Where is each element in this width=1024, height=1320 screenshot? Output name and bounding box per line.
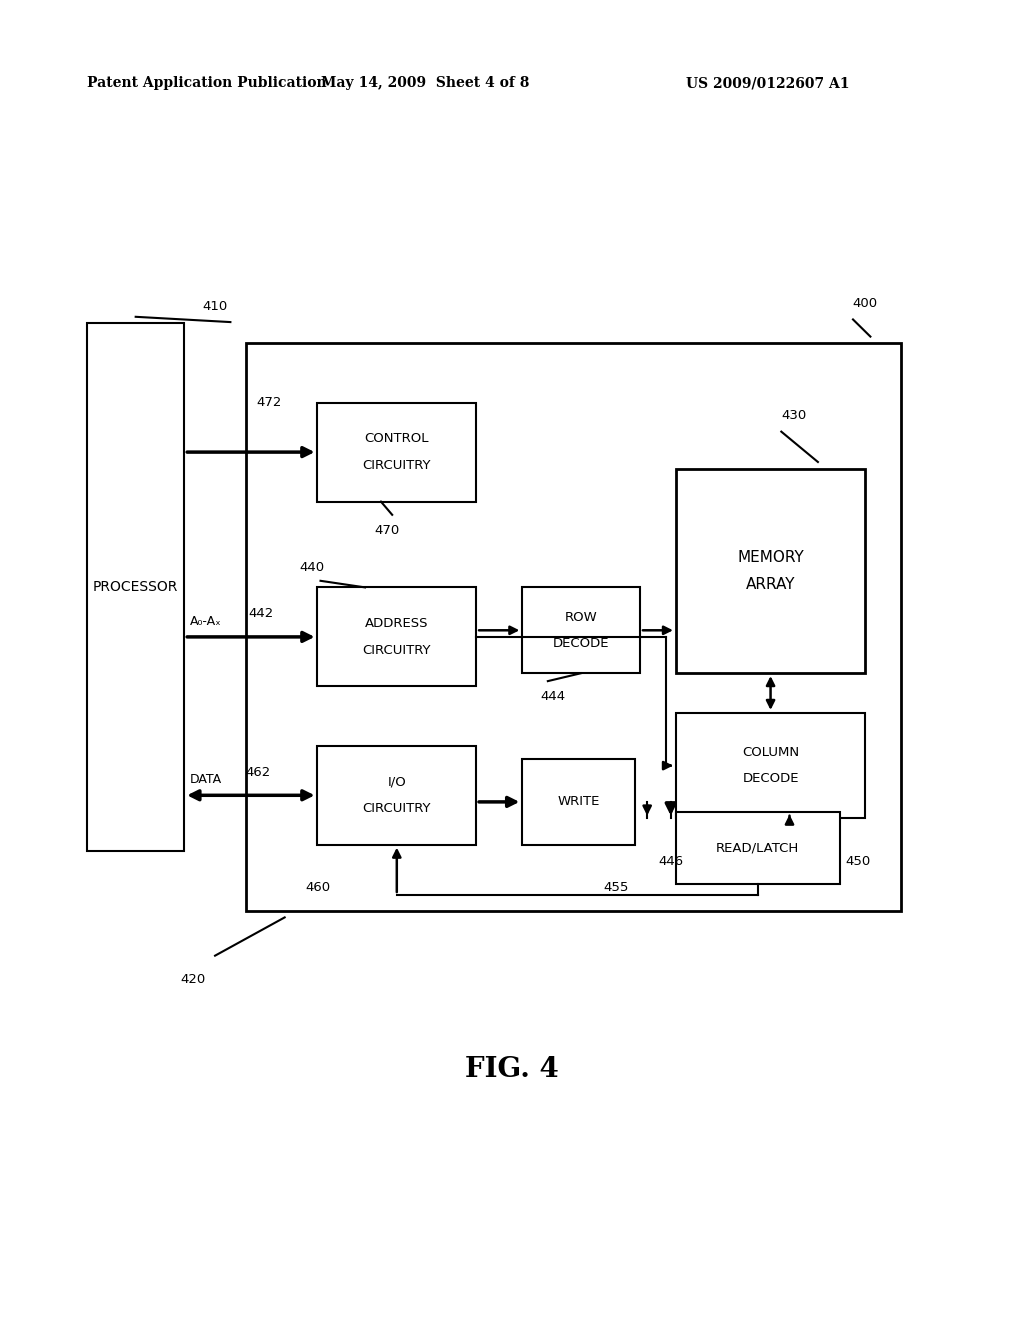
FancyBboxPatch shape	[317, 403, 476, 502]
Text: 462: 462	[246, 766, 270, 779]
Text: 444: 444	[541, 690, 565, 704]
FancyBboxPatch shape	[522, 759, 635, 845]
Text: DECODE: DECODE	[742, 772, 799, 785]
Text: DECODE: DECODE	[553, 638, 609, 649]
FancyBboxPatch shape	[317, 746, 476, 845]
Text: 400: 400	[853, 297, 878, 310]
Text: COLUMN: COLUMN	[742, 746, 799, 759]
Text: Patent Application Publication: Patent Application Publication	[87, 77, 327, 90]
FancyBboxPatch shape	[317, 587, 476, 686]
Text: ROW: ROW	[565, 611, 597, 623]
Text: 450: 450	[846, 855, 870, 869]
Text: READ/LATCH: READ/LATCH	[716, 842, 800, 854]
Text: ADDRESS: ADDRESS	[365, 618, 429, 630]
FancyBboxPatch shape	[676, 713, 865, 818]
Text: 460: 460	[305, 880, 330, 894]
Text: A₀-Aₓ: A₀-Aₓ	[189, 615, 221, 627]
Text: ARRAY: ARRAY	[745, 577, 796, 591]
Text: May 14, 2009  Sheet 4 of 8: May 14, 2009 Sheet 4 of 8	[321, 77, 529, 90]
FancyBboxPatch shape	[676, 812, 840, 884]
Text: 455: 455	[604, 880, 629, 894]
Text: 410: 410	[203, 300, 227, 313]
Text: 430: 430	[781, 409, 806, 422]
Text: I/O: I/O	[387, 776, 407, 788]
Text: CONTROL: CONTROL	[365, 433, 429, 445]
Text: DATA: DATA	[189, 774, 221, 785]
Text: 442: 442	[249, 607, 273, 620]
FancyBboxPatch shape	[246, 343, 901, 911]
Text: 420: 420	[180, 973, 205, 986]
Text: CIRCUITRY: CIRCUITRY	[362, 644, 431, 656]
FancyBboxPatch shape	[87, 323, 184, 851]
Text: US 2009/0122607 A1: US 2009/0122607 A1	[686, 77, 850, 90]
FancyBboxPatch shape	[522, 587, 640, 673]
Text: 470: 470	[375, 524, 399, 537]
Text: PROCESSOR: PROCESSOR	[93, 581, 178, 594]
Text: 472: 472	[257, 396, 282, 409]
Text: CIRCUITRY: CIRCUITRY	[362, 459, 431, 471]
Text: FIG. 4: FIG. 4	[465, 1056, 559, 1082]
Text: MEMORY: MEMORY	[737, 550, 804, 565]
Text: CIRCUITRY: CIRCUITRY	[362, 803, 431, 814]
Text: 440: 440	[300, 561, 325, 574]
Text: WRITE: WRITE	[557, 796, 600, 808]
FancyBboxPatch shape	[676, 469, 865, 673]
Text: 446: 446	[658, 855, 683, 869]
